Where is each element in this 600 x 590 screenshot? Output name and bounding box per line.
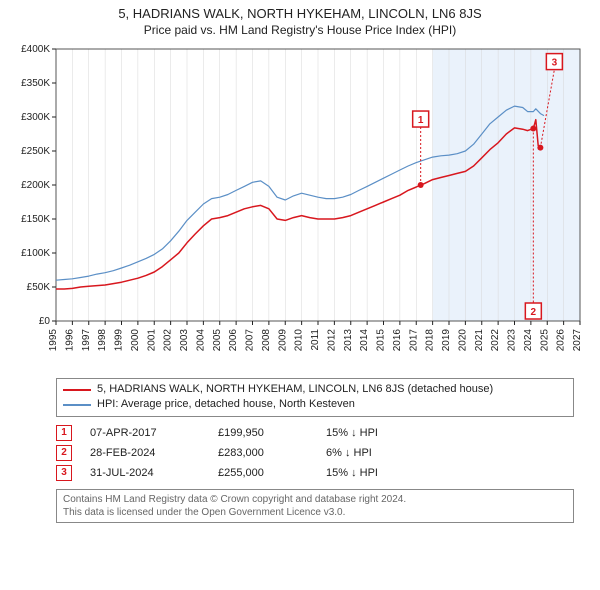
- svg-text:£100K: £100K: [21, 248, 50, 259]
- svg-text:2026: 2026: [556, 329, 567, 352]
- svg-text:2020: 2020: [457, 329, 468, 352]
- svg-text:1998: 1998: [97, 329, 108, 352]
- attribution-line2: This data is licensed under the Open Gov…: [63, 506, 567, 519]
- sales-date-3: 31-JUL-2024: [90, 467, 200, 479]
- marker-num-1: 1: [418, 115, 424, 126]
- sales-marker-1: 1: [56, 425, 72, 441]
- svg-text:2018: 2018: [425, 329, 436, 352]
- legend-swatch-1: [63, 404, 91, 405]
- svg-text:£400K: £400K: [21, 44, 50, 55]
- svg-text:£250K: £250K: [21, 146, 50, 157]
- sales-delta-3: 15% ↓ HPI: [326, 467, 436, 479]
- sales-table: 1 07-APR-2017 £199,950 15% ↓ HPI 2 28-FEB-202…: [56, 423, 574, 483]
- attribution-line1: Contains HM Land Registry data © Crown c…: [63, 493, 567, 506]
- sales-date-2: 28-FEB-2024: [90, 447, 200, 459]
- svg-text:2012: 2012: [326, 329, 337, 352]
- sales-marker-3: 3: [56, 465, 72, 481]
- svg-text:£200K: £200K: [21, 180, 50, 191]
- svg-text:2010: 2010: [294, 329, 305, 352]
- svg-text:2019: 2019: [441, 329, 452, 352]
- legend-row-1: HPI: Average price, detached house, Nort…: [63, 397, 567, 412]
- attribution-box: Contains HM Land Registry data © Crown c…: [56, 489, 574, 523]
- chart-area: £0 £50K £100K £150K £200K £250K £300K £350K £400…: [8, 41, 592, 374]
- svg-text:2002: 2002: [163, 329, 174, 352]
- sales-date-1: 07-APR-2017: [90, 427, 200, 439]
- svg-text:1997: 1997: [81, 329, 92, 352]
- chart-title: 5, HADRIANS WALK, NORTH HYKEHAM, LINCOLN…: [8, 6, 592, 21]
- svg-text:2022: 2022: [490, 329, 501, 352]
- svg-text:2025: 2025: [539, 329, 550, 352]
- legend-swatch-0: [63, 389, 91, 391]
- svg-text:2009: 2009: [277, 329, 288, 352]
- sales-row-1: 1 07-APR-2017 £199,950 15% ↓ HPI: [56, 423, 574, 443]
- sales-marker-2: 2: [56, 445, 72, 461]
- sales-price-3: £255,000: [218, 467, 308, 479]
- marker-num-2: 2: [531, 307, 537, 318]
- sales-row-2: 2 28-FEB-2024 £283,000 6% ↓ HPI: [56, 443, 574, 463]
- legend-row-0: 5, HADRIANS WALK, NORTH HYKEHAM, LINCOLN…: [63, 382, 567, 397]
- sales-price-2: £283,000: [218, 447, 308, 459]
- price-chart-svg: £0 £50K £100K £150K £200K £250K £300K £350K £400…: [8, 41, 588, 371]
- chart-subtitle: Price paid vs. HM Land Registry's House …: [8, 23, 592, 37]
- svg-text:1996: 1996: [64, 329, 75, 352]
- svg-text:2008: 2008: [261, 329, 272, 352]
- svg-text:2003: 2003: [179, 329, 190, 352]
- legend-label-0: 5, HADRIANS WALK, NORTH HYKEHAM, LINCOLN…: [97, 382, 493, 397]
- svg-text:£150K: £150K: [21, 214, 50, 225]
- svg-text:2007: 2007: [245, 329, 256, 352]
- sales-delta-2: 6% ↓ HPI: [326, 447, 436, 459]
- svg-text:2024: 2024: [523, 329, 534, 352]
- svg-text:2011: 2011: [310, 329, 321, 351]
- sales-delta-1: 15% ↓ HPI: [326, 427, 436, 439]
- svg-text:2021: 2021: [474, 329, 485, 352]
- svg-text:2027: 2027: [572, 329, 583, 352]
- svg-text:2013: 2013: [343, 329, 354, 352]
- legend-box: 5, HADRIANS WALK, NORTH HYKEHAM, LINCOLN…: [56, 378, 574, 417]
- svg-text:2005: 2005: [212, 329, 223, 352]
- svg-text:2014: 2014: [359, 329, 370, 352]
- svg-text:1999: 1999: [114, 329, 125, 352]
- svg-text:2016: 2016: [392, 329, 403, 352]
- svg-text:2017: 2017: [408, 329, 419, 352]
- svg-text:2006: 2006: [228, 329, 239, 352]
- svg-text:2004: 2004: [195, 329, 206, 352]
- svg-text:£350K: £350K: [21, 78, 50, 89]
- svg-text:2001: 2001: [146, 329, 157, 352]
- sales-price-1: £199,950: [218, 427, 308, 439]
- svg-text:£50K: £50K: [27, 282, 51, 293]
- sales-row-3: 3 31-JUL-2024 £255,000 15% ↓ HPI: [56, 463, 574, 483]
- svg-text:2000: 2000: [130, 329, 141, 352]
- svg-text:£300K: £300K: [21, 112, 50, 123]
- marker-num-3: 3: [552, 58, 558, 69]
- svg-text:£0: £0: [39, 316, 51, 327]
- marker-dot-3: [537, 145, 543, 151]
- svg-text:2023: 2023: [507, 329, 518, 352]
- svg-text:1995: 1995: [48, 329, 59, 352]
- legend-label-1: HPI: Average price, detached house, Nort…: [97, 397, 355, 412]
- svg-text:2015: 2015: [376, 329, 387, 352]
